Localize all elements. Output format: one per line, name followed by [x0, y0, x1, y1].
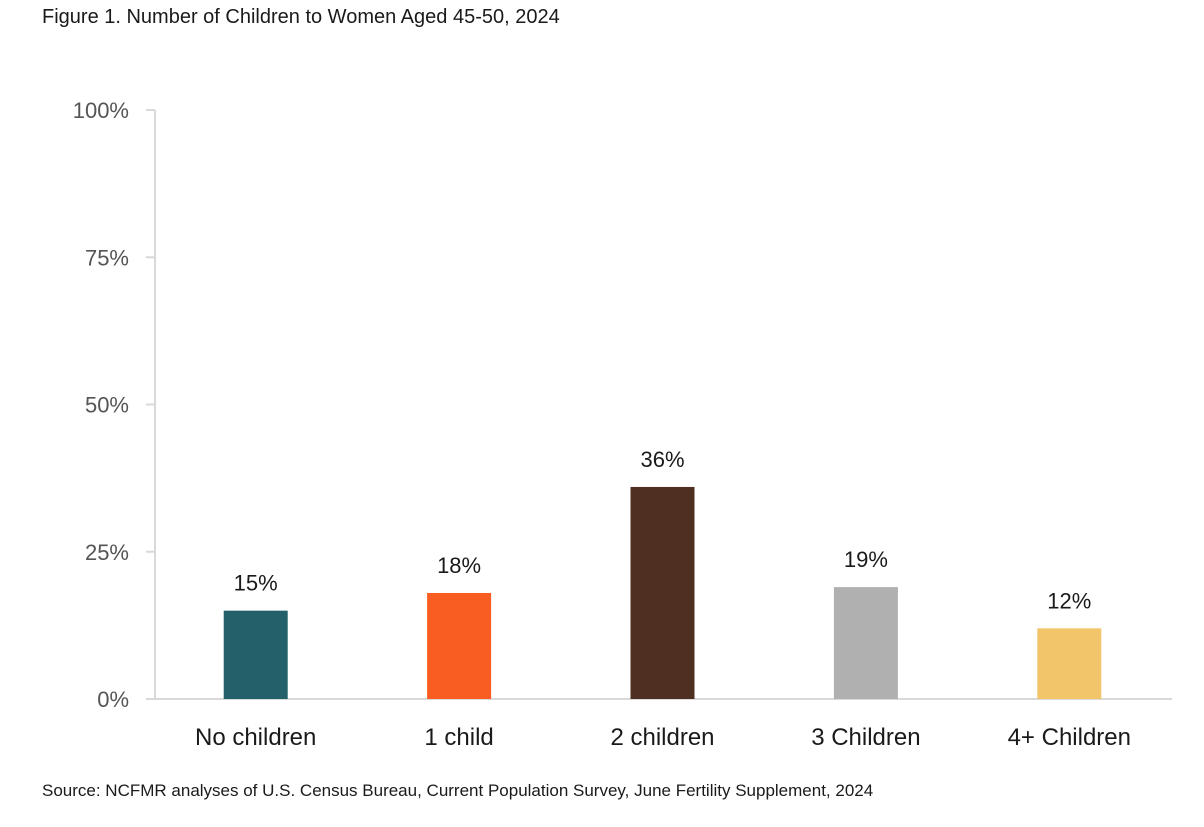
bar-1	[427, 592, 492, 699]
bar-0	[223, 610, 288, 699]
y-tick-label: 75%	[85, 245, 129, 270]
data-label-4: 12%	[1047, 588, 1091, 613]
x-category-label-2: 2 children	[610, 724, 714, 751]
x-category-label-0: No children	[195, 724, 316, 751]
bar-3	[833, 587, 898, 699]
bar-4	[1037, 628, 1102, 699]
data-label-2: 36%	[640, 447, 684, 472]
x-category-label-3: 3 Children	[811, 724, 920, 751]
y-tick-label: 0%	[97, 687, 129, 712]
x-category-label-4: 4+ Children	[1008, 724, 1131, 751]
bar-2	[630, 486, 695, 699]
x-category-label-1: 1 child	[424, 724, 493, 751]
data-label-1: 18%	[437, 553, 481, 578]
chart-title: Figure 1. Number of Children to Women Ag…	[42, 6, 560, 28]
y-tick-label: 25%	[85, 540, 129, 565]
y-tick-label: 50%	[85, 393, 129, 418]
data-label-3: 19%	[844, 547, 888, 572]
data-label-0: 15%	[234, 571, 278, 596]
y-tick-label: 100%	[73, 98, 129, 123]
chart-source-note: Source: NCFMR analyses of U.S. Census Bu…	[42, 781, 874, 800]
